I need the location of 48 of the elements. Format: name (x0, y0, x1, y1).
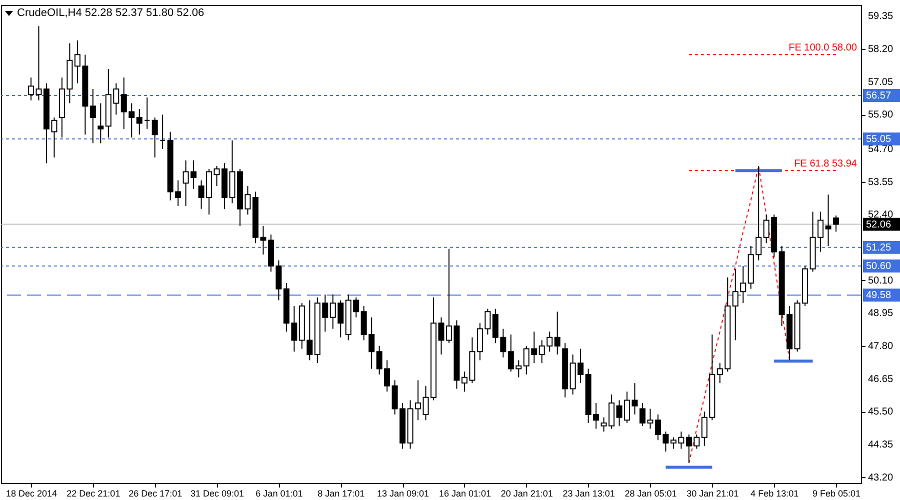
candlestick (825, 194, 832, 246)
annotation: FE 100.0 58.00 (788, 42, 858, 54)
y-tick-label: 57.05 (868, 76, 894, 88)
y-tick-label: 50.10 (868, 275, 894, 286)
candlestick (90, 88, 96, 144)
chart-title: CrudeOIL,H4 52.28 52.37 51.80 52.06 (17, 7, 204, 19)
y-tick-label: 44.35 (868, 439, 894, 450)
y-tick-label: 48.95 (868, 308, 894, 320)
x-tick-label: 4 Feb 13:01 (750, 488, 799, 498)
x-tick-label: 23 Jan 13:01 (562, 488, 615, 498)
y-tick-label: 53.55 (868, 176, 894, 188)
candlestick (160, 114, 166, 150)
x-tick-label: 8 Jan 17:01 (318, 488, 365, 498)
x-tick-label: 6 Jan 01:01 (256, 488, 303, 498)
x-tick-label: 28 Jan 05:01 (624, 488, 677, 498)
annotation: FE 61.8 53.94 (794, 158, 858, 170)
candlestick (98, 102, 104, 144)
y-tick-label: 59.35 (868, 11, 894, 22)
ref-line-label: 52.06 (866, 219, 892, 230)
candlestick (152, 117, 158, 158)
x-tick-label: 18 Dec 2014 (6, 488, 58, 498)
ref-line-label: 55.05 (866, 134, 892, 145)
x-tick-label: 13 Jan 09:01 (377, 488, 430, 498)
y-tick-label: 46.65 (868, 374, 894, 385)
candlestick (136, 108, 142, 136)
candlestick (632, 382, 638, 415)
x-tick-label: 16 Jan 01:01 (438, 488, 491, 498)
y-tick-label: 54.70 (868, 144, 894, 155)
candlestick (554, 311, 560, 356)
y-tick-label: 58.20 (868, 44, 894, 55)
x-tick-label: 20 Jan 21:01 (500, 488, 553, 498)
ref-line-label: 56.57 (866, 90, 892, 102)
x-tick-label: 31 Dec 09:01 (190, 488, 244, 498)
y-tick-label: 52.40 (868, 210, 894, 221)
x-tick-label: 9 Feb 05:01 (812, 488, 861, 498)
x-tick-label: 26 Dec 17:01 (128, 488, 182, 498)
ref-line-label: 49.58 (866, 290, 892, 302)
y-tick-label: 43.20 (868, 472, 894, 484)
y-tick-label: 45.50 (868, 406, 894, 418)
candlestick (833, 214, 839, 232)
x-tick-label: 22 Dec 21:01 (66, 488, 120, 498)
line-series (688, 166, 790, 464)
ref-line-label: 50.60 (866, 260, 892, 272)
ref-line-label: 51.25 (866, 242, 892, 254)
x-tick-label: 30 Jan 21:01 (686, 488, 739, 498)
candlestick (144, 97, 150, 130)
y-tick-label: 47.80 (868, 340, 894, 352)
y-tick-label: 55.90 (868, 110, 894, 121)
